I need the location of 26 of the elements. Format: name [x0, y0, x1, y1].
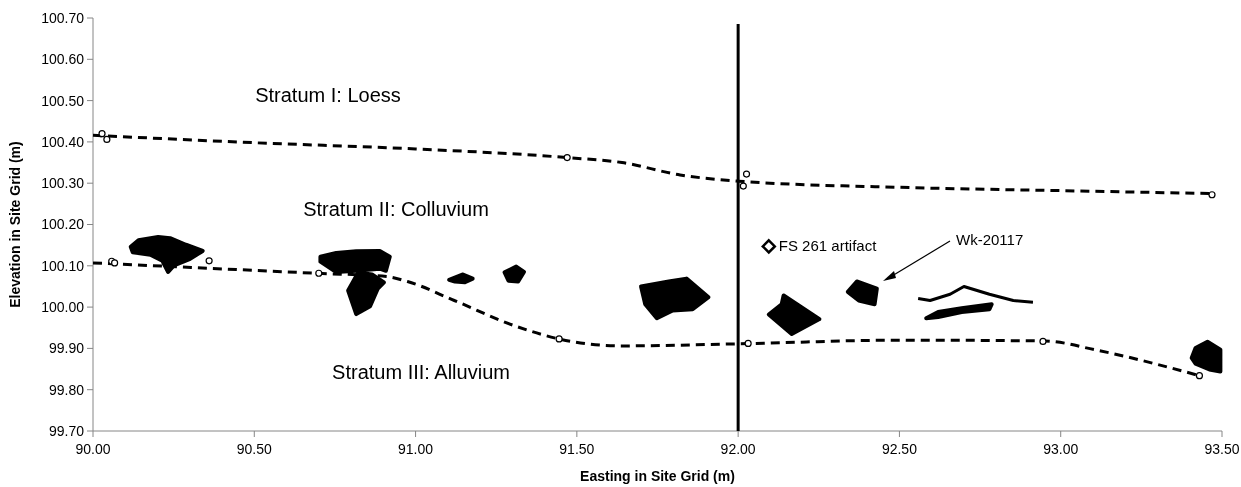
x-axis-title: Easting in Site Grid (m) [580, 468, 735, 484]
x-tick-label: 92.00 [720, 441, 756, 457]
y-tick-label: 100.20 [41, 216, 85, 233]
series-label: FS 261 artifact [778, 237, 878, 255]
x-tick-label: 92.50 [881, 441, 918, 457]
y-tick-label: 100.50 [41, 92, 85, 109]
y-tick-label: 100.70 [41, 9, 85, 26]
y-tick-label: 100.40 [41, 133, 85, 150]
x-tick-label: 91.50 [559, 441, 595, 457]
annotation: Stratum II: Colluvium [303, 198, 489, 220]
y-tick-label: 99.70 [48, 422, 85, 439]
y-tick-label: 99.80 [48, 381, 85, 398]
x-tick-label: 90.50 [236, 441, 273, 457]
x-tick-label: 93.00 [1043, 441, 1079, 457]
annotation: Stratum I: Loess [255, 84, 401, 106]
y-axis-title: Elevation in Site Grid (m) [7, 141, 23, 308]
x-tick-label: 90.00 [75, 441, 111, 457]
annotation: Stratum III: Alluvium [332, 361, 510, 383]
y-tick-label: 100.10 [41, 257, 85, 274]
y-tick-label: 99.90 [48, 340, 85, 357]
annotation: Wk-20117 [956, 231, 1024, 248]
y-tick-label: 100.00 [41, 299, 85, 315]
y-tick-label: 100.60 [41, 51, 85, 68]
x-tick-label: 91.00 [398, 441, 434, 457]
y-tick-label: 100.30 [41, 175, 85, 192]
x-tick-label: 93.50 [1204, 441, 1240, 457]
